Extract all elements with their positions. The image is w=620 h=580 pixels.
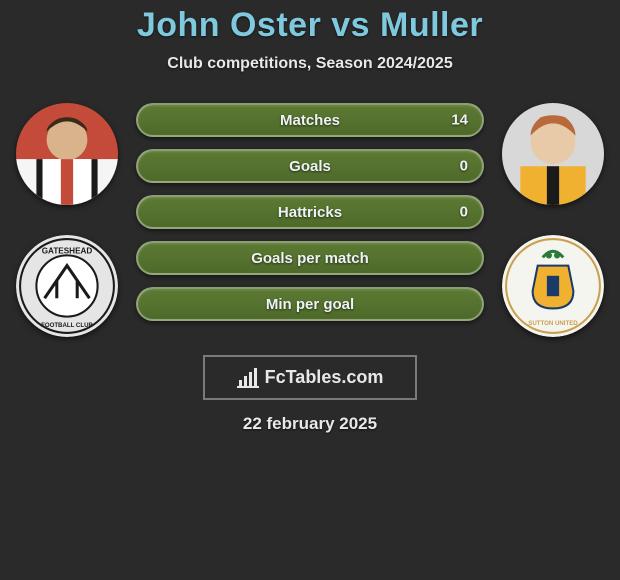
stat-row-goals: Goals 0 [136, 149, 484, 183]
club-right-badge: SUTTON UNITED [502, 235, 604, 337]
svg-text:SUTTON UNITED: SUTTON UNITED [528, 320, 578, 327]
chart-icon [237, 368, 259, 388]
player-left-avatar [16, 103, 118, 205]
main-row: GATESHEAD FOOTBALL CLUB Matches 14 Goals… [0, 95, 620, 337]
stat-label: Goals per match [251, 250, 369, 267]
stat-row-goals-per-match: Goals per match [136, 241, 484, 275]
stat-right-value: 0 [460, 204, 468, 221]
club-right-badge-svg: SUTTON UNITED [502, 235, 604, 337]
page-container: John Oster vs Muller Club competitions, … [0, 0, 620, 434]
player-left-avatar-svg [16, 103, 118, 205]
stat-right-value: 0 [460, 158, 468, 175]
club-left-badge: GATESHEAD FOOTBALL CLUB [16, 235, 118, 337]
stats-column: Matches 14 Goals 0 Hattricks 0 Goals per… [136, 95, 484, 321]
stat-label: Min per goal [266, 296, 354, 313]
player-right-avatar-svg [502, 103, 604, 205]
svg-text:GATESHEAD: GATESHEAD [42, 246, 93, 255]
svg-text:FOOTBALL CLUB: FOOTBALL CLUB [41, 322, 93, 329]
brand-box[interactable]: FcTables.com [203, 355, 417, 400]
brand-text: FcTables.com [265, 367, 384, 388]
stat-label: Matches [280, 112, 340, 129]
left-side: GATESHEAD FOOTBALL CLUB [16, 95, 118, 337]
player-right-avatar [502, 103, 604, 205]
page-title: John Oster vs Muller [0, 6, 620, 45]
stat-right-value: 14 [451, 112, 468, 129]
stat-row-hattricks: Hattricks 0 [136, 195, 484, 229]
club-left-badge-svg: GATESHEAD FOOTBALL CLUB [16, 235, 118, 337]
stat-label: Goals [289, 158, 331, 175]
right-side: SUTTON UNITED [502, 95, 604, 337]
stat-row-min-per-goal: Min per goal [136, 287, 484, 321]
stat-label: Hattricks [278, 204, 342, 221]
date: 22 february 2025 [0, 414, 620, 434]
stat-row-matches: Matches 14 [136, 103, 484, 137]
subtitle: Club competitions, Season 2024/2025 [0, 55, 620, 73]
